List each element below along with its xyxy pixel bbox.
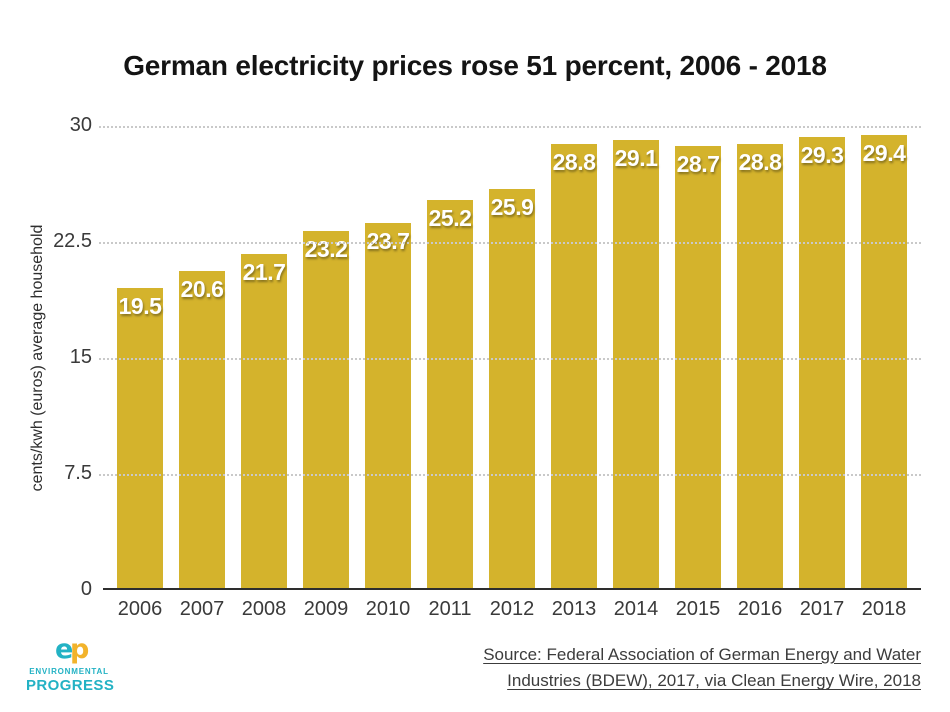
bar-2008: 21.7: [240, 253, 288, 588]
source-line-1[interactable]: Source: Federal Association of German En…: [483, 645, 921, 664]
x-tick-label-2017: 2017: [799, 598, 845, 620]
bar-value-label-2011: 25.2: [428, 204, 472, 231]
y-tick-label-30: 30: [69, 114, 92, 136]
bar-value-label-2016: 28.8: [738, 149, 782, 176]
bar-value-label-2012: 25.9: [490, 194, 534, 221]
svg-text:p: p: [70, 634, 89, 665]
bar-column-2010: 23.7: [357, 126, 419, 588]
environmental-progress-logo: e p ENVIRONMENTAL PROGRESS: [26, 634, 115, 694]
bar-column-2017: 29.3: [791, 126, 853, 588]
y-tick-label-0: 0: [80, 578, 92, 600]
y-tick-label-15: 15: [69, 346, 92, 368]
bar-value-label-2014: 29.1: [614, 144, 658, 171]
source-citation[interactable]: Source: Federal Association of German En…: [483, 642, 921, 695]
logo-text-progress: PROGRESS: [26, 677, 115, 694]
bars-container: 19.5 20.6 21.7 23.2 23.7 25.2 25.9 28.8 29.1 28.7…: [103, 126, 921, 588]
bar-column-2014: 29.1: [605, 126, 667, 588]
bar-value-label-2018: 29.4: [862, 140, 906, 167]
bar-2017: 29.3: [798, 136, 846, 588]
bar-column-2016: 28.8: [729, 126, 791, 588]
y-tick-label-7.5: 7.5: [64, 462, 92, 484]
ep-logo-icon: e p: [26, 634, 112, 666]
gridline-22.5: [99, 242, 921, 244]
bar-column-2006: 19.5: [109, 126, 171, 588]
bar-column-2015: 28.7: [667, 126, 729, 588]
bar-2013: 28.8: [550, 144, 598, 588]
bar-column-2011: 25.2: [419, 126, 481, 588]
x-axis-labels: 2006 2007 2008 2009 2010 2011 2012 2013 2014 2015…: [103, 598, 921, 621]
bar-2011: 25.2: [426, 199, 474, 588]
bar-column-2012: 25.9: [481, 126, 543, 588]
bar-value-label-2007: 20.6: [180, 275, 224, 302]
gridline-7.5: [99, 474, 921, 476]
x-tick-label-2015: 2015: [675, 598, 721, 620]
bar-2007: 20.6: [178, 270, 226, 588]
bar-value-label-2017: 29.3: [800, 141, 844, 168]
x-tick-label-2008: 2008: [241, 598, 287, 620]
x-tick-label-2007: 2007: [179, 598, 225, 620]
y-tick-label-22.5: 22.5: [53, 230, 92, 252]
bar-column-2013: 28.8: [543, 126, 605, 588]
bar-2010: 23.7: [364, 223, 412, 588]
bar-2016: 28.8: [736, 144, 784, 588]
bar-2015: 28.7: [674, 146, 722, 588]
x-tick-label-2011: 2011: [428, 598, 472, 620]
x-tick-label-2016: 2016: [737, 598, 783, 620]
bar-2006: 19.5: [116, 287, 164, 588]
x-tick-label-2006: 2006: [117, 598, 163, 620]
bar-value-label-2015: 28.7: [676, 151, 720, 178]
logo-text-environmental: ENVIRONMENTAL: [29, 667, 109, 676]
chart-title: German electricity prices rose 51 percen…: [123, 50, 827, 81]
bar-2009: 23.2: [302, 230, 350, 588]
bar-value-label-2013: 28.8: [552, 149, 596, 176]
svg-text:e: e: [55, 634, 72, 665]
bar-column-2009: 23.2: [295, 126, 357, 588]
x-tick-label-2009: 2009: [303, 598, 349, 620]
bar-2012: 25.9: [488, 189, 536, 588]
bar-2014: 29.1: [612, 139, 660, 588]
bar-column-2008: 21.7: [233, 126, 295, 588]
bar-value-label-2008: 21.7: [242, 258, 286, 285]
gridline-30: [99, 126, 921, 128]
plot-area: 19.5 20.6 21.7 23.2 23.7 25.2 25.9 28.8 29.1 28.7…: [99, 126, 921, 590]
x-tick-label-2018: 2018: [861, 598, 907, 620]
gridline-15: [99, 358, 921, 360]
bar-value-label-2009: 23.2: [304, 235, 348, 262]
bar-2018: 29.4: [860, 135, 908, 588]
bar-column-2018: 29.4: [853, 126, 915, 588]
x-tick-label-2010: 2010: [365, 598, 411, 620]
bar-column-2007: 20.6: [171, 126, 233, 588]
bar-value-label-2010: 23.7: [366, 228, 410, 255]
x-tick-label-2012: 2012: [489, 598, 535, 620]
source-line-2[interactable]: Industries (BDEW), 2017, via Clean Energ…: [507, 671, 921, 691]
x-tick-label-2014: 2014: [613, 598, 659, 620]
bar-value-label-2006: 19.5: [118, 292, 162, 319]
x-tick-label-2013: 2013: [551, 598, 597, 620]
